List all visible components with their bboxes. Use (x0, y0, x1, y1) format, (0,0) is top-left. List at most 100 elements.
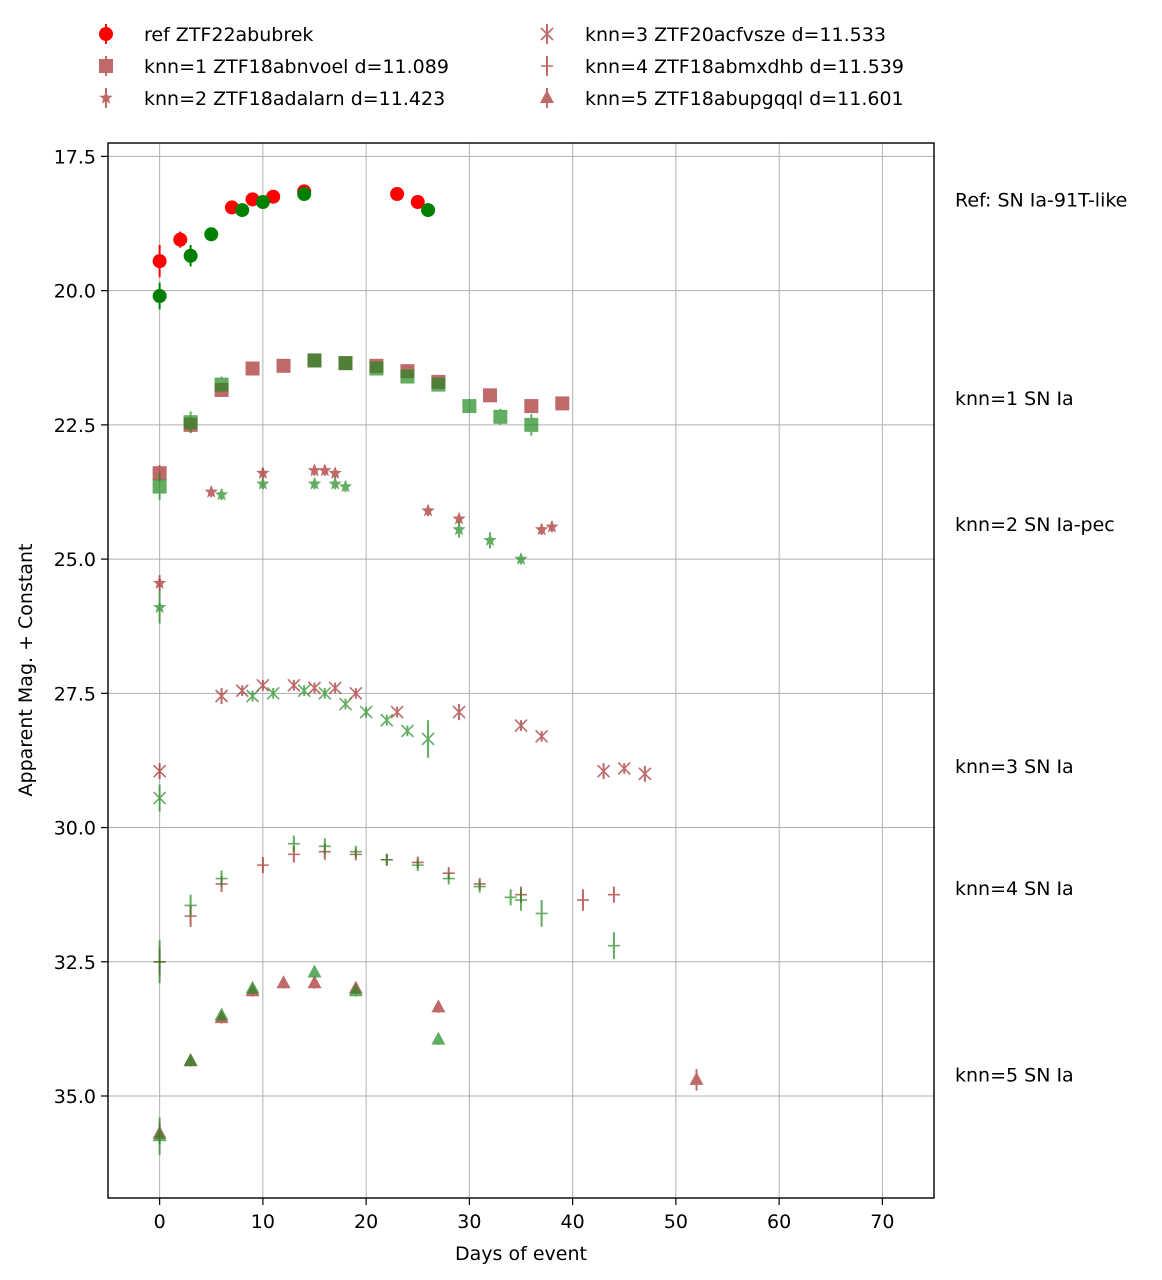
data-point (245, 361, 260, 376)
point-marker (421, 203, 436, 218)
data-point (535, 522, 549, 536)
point-marker (276, 975, 291, 989)
data-point (431, 377, 446, 392)
legend-label: knn=3 ZTF20acfvsze d=11.533 (585, 24, 886, 46)
point-marker (307, 476, 322, 490)
point-marker (607, 939, 620, 952)
legend-marker (99, 59, 113, 73)
data-point (535, 729, 549, 743)
data-point (411, 859, 424, 872)
point-marker (411, 859, 424, 872)
class-label: knn=2 SN Ia-pec (955, 514, 1115, 536)
point-marker (338, 479, 353, 493)
data-point (256, 857, 269, 874)
series-knn2-r (153, 463, 559, 592)
point-marker (380, 713, 394, 727)
data-point (297, 187, 312, 202)
data-point (617, 761, 631, 776)
data-point (318, 686, 332, 700)
point-marker (638, 767, 652, 781)
legend-marker (540, 27, 554, 41)
point-marker (400, 724, 414, 738)
series-knn1-g (152, 353, 539, 501)
data-point (410, 195, 425, 210)
plot-frame (107, 142, 935, 1199)
point-marker (504, 891, 517, 904)
data-point (204, 227, 219, 242)
point-marker (215, 689, 229, 703)
data-point (307, 975, 322, 989)
point-marker (421, 732, 435, 746)
legend-entry (541, 56, 553, 76)
data-point (153, 575, 167, 592)
y-tick-label: 30.0 (54, 818, 96, 840)
data-point (493, 408, 508, 425)
data-point (204, 485, 218, 498)
point-marker (204, 227, 219, 242)
point-marker (328, 681, 342, 695)
point-marker (442, 872, 455, 885)
data-point (173, 231, 188, 248)
data-point (483, 532, 497, 549)
point-marker (514, 718, 528, 733)
y-tick-label: 22.5 (54, 415, 96, 437)
data-point (328, 466, 342, 479)
point-marker (256, 466, 270, 479)
point-marker (524, 417, 539, 432)
data-point (348, 983, 363, 997)
point-marker (276, 358, 291, 373)
data-point (255, 195, 270, 210)
y-tick-label: 25.0 (54, 549, 96, 571)
point-marker (287, 837, 300, 850)
point-marker (380, 853, 393, 866)
point-marker (297, 187, 312, 202)
data-point (287, 835, 300, 852)
point-marker (153, 791, 167, 805)
point-marker (173, 232, 188, 247)
point-marker (390, 705, 404, 719)
data-point (483, 388, 498, 403)
class-label: knn=4 SN Ia (955, 878, 1074, 900)
data-point (328, 681, 342, 695)
data-point (576, 889, 589, 911)
data-point (318, 463, 332, 477)
class-label: knn=3 SN Ia (955, 756, 1074, 778)
legend-marker (540, 90, 554, 103)
point-marker (307, 681, 322, 695)
legend-label: knn=4 ZTF18abmxdhb d=11.539 (585, 56, 904, 78)
data-point (369, 361, 384, 376)
data-point (638, 765, 652, 782)
data-point (214, 376, 229, 393)
point-marker (235, 203, 250, 218)
point-marker (689, 1071, 704, 1085)
data-point (535, 900, 548, 927)
data-point (307, 681, 322, 695)
point-marker (431, 1031, 446, 1045)
point-marker (204, 485, 218, 498)
data-point (214, 487, 229, 501)
point-marker (400, 369, 415, 384)
series-ref-g (152, 187, 436, 310)
data-point (256, 678, 270, 692)
data-point (431, 999, 446, 1013)
data-point (431, 1031, 446, 1045)
point-marker (256, 476, 270, 490)
data-point (380, 713, 394, 727)
point-marker (462, 399, 477, 414)
class-labels: Ref: SN Ia-91T-like knn=1 SN Ia knn=2 SN I… (955, 189, 1127, 1086)
data-point (328, 476, 342, 490)
x-tick-label: 10 (251, 1211, 275, 1233)
point-marker (318, 463, 332, 477)
data-point (524, 399, 539, 414)
data-point (183, 411, 198, 433)
point-marker (245, 689, 260, 703)
point-marker (214, 1007, 229, 1021)
point-marker (431, 377, 446, 392)
point-marker (183, 1053, 198, 1067)
series-knn2-g (153, 476, 528, 624)
data-point (235, 684, 249, 698)
point-marker (452, 705, 466, 719)
data-point (338, 697, 353, 711)
point-marker (545, 519, 559, 533)
